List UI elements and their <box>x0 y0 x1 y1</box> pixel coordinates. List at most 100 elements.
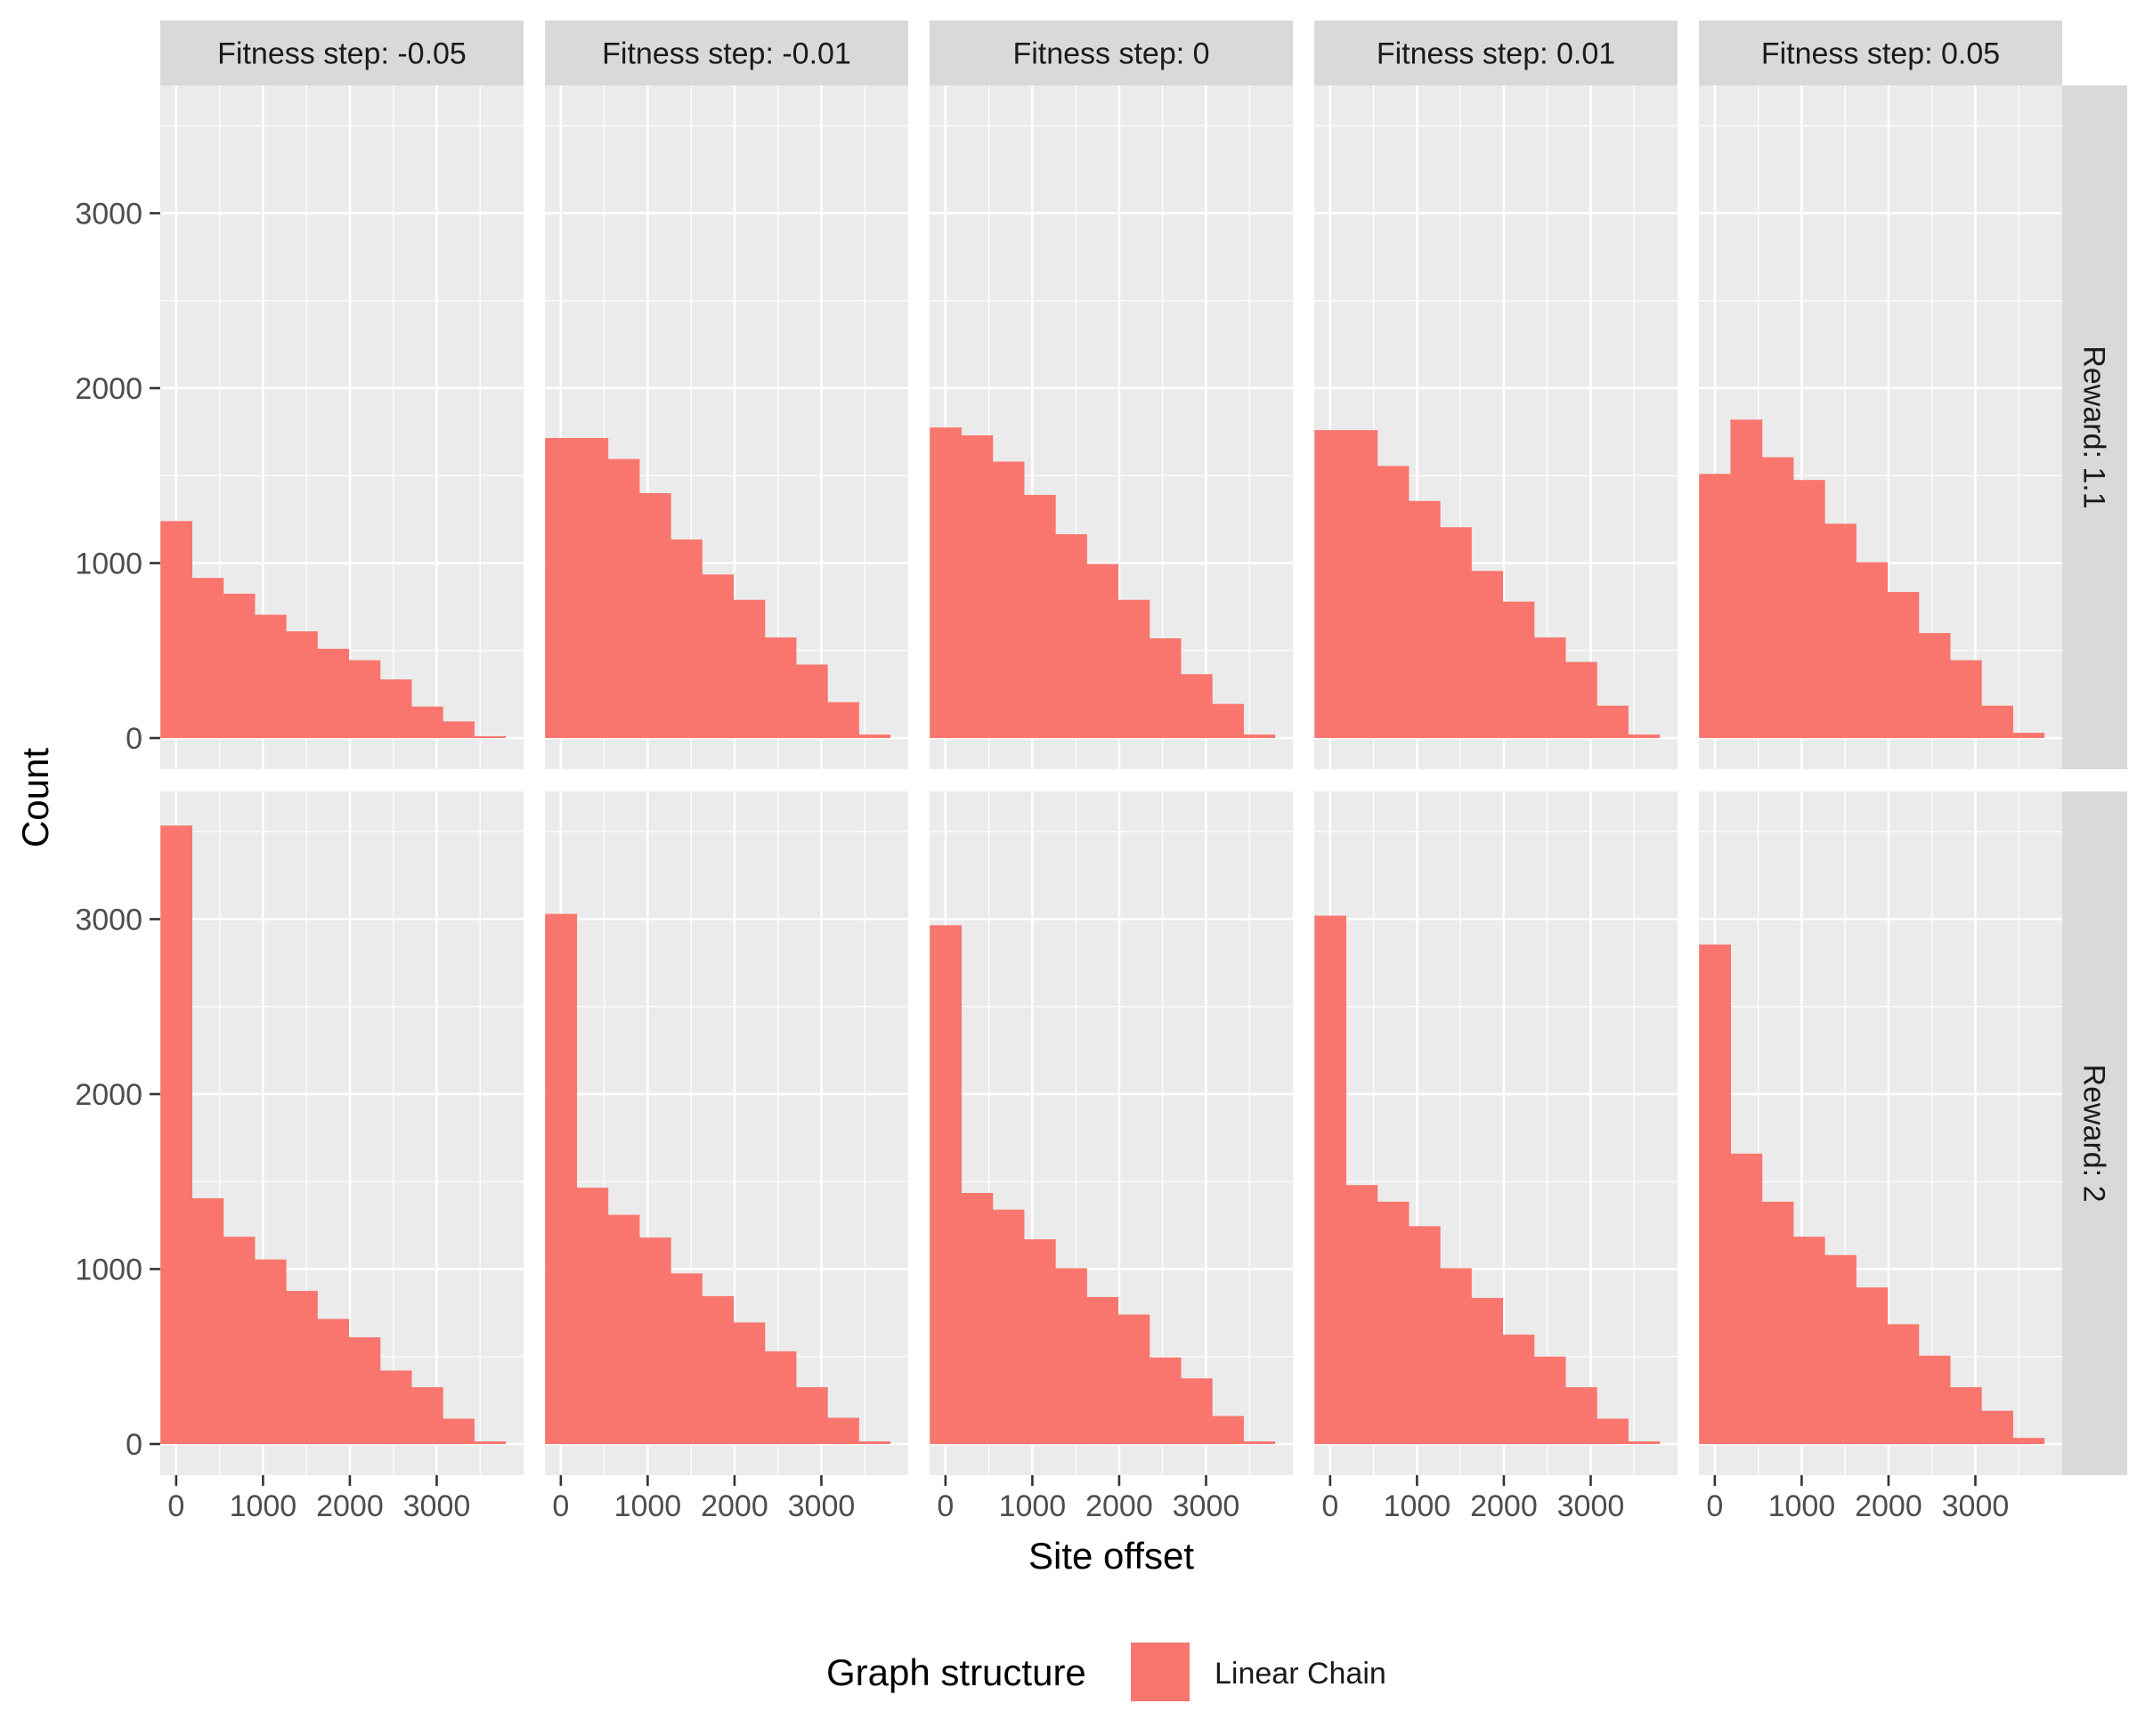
x-tick-label: 3000 <box>1942 1489 2010 1523</box>
histogram-bar <box>702 574 735 739</box>
x-tick-label: 0 <box>937 1489 954 1523</box>
histogram-bars <box>545 437 891 739</box>
x-axis-col-3: 0 1000 2000 3000 <box>937 1475 1239 1523</box>
histogram-bar <box>1533 1356 1566 1445</box>
x-tick-label: 3000 <box>788 1489 856 1523</box>
panel-2-4 <box>1314 791 1678 1475</box>
histogram-bar <box>474 1441 507 1445</box>
y-tick-label: 1000 <box>75 547 142 580</box>
x-axis-col-1: 0 1000 2000 3000 <box>167 1475 470 1523</box>
histogram-bar <box>410 706 443 739</box>
histogram-bar <box>1918 633 1951 739</box>
x-axis-col-4: 0 1000 2000 3000 <box>1321 1475 1624 1523</box>
histogram-bar <box>1055 534 1087 739</box>
histogram-bar <box>1023 1239 1056 1445</box>
histogram-bar <box>1117 1314 1150 1445</box>
histogram-bar <box>1730 1153 1763 1445</box>
histogram-bar <box>1243 1441 1276 1445</box>
histogram-bar <box>1981 705 2013 739</box>
histogram-bar <box>858 1441 891 1445</box>
histogram-bar <box>1628 734 1661 739</box>
histogram-bar <box>1856 1287 1889 1445</box>
histogram-bar <box>992 1209 1025 1445</box>
histogram-bar <box>1564 661 1597 739</box>
histogram-bar <box>1792 480 1825 739</box>
histogram-bar <box>191 1197 224 1445</box>
histogram-bar <box>930 427 963 739</box>
column-strip-4: Fitness step: 0.01 <box>1314 20 1678 85</box>
histogram-bar <box>576 1188 609 1445</box>
histogram-bar <box>1792 1237 1825 1445</box>
x-axis-title: Site offset <box>1028 1535 1194 1577</box>
histogram-bar <box>1086 1296 1119 1445</box>
histogram-bars <box>930 925 1276 1445</box>
strips-layer: Fitness step: -0.05 Fitness step: -0.01 Fi… <box>160 20 2127 1475</box>
column-strip-label: Fitness step: -0.05 <box>217 37 467 71</box>
histogram-bar <box>1212 1416 1244 1445</box>
histogram-bar <box>1761 1201 1794 1445</box>
histogram-bar <box>1149 1357 1182 1445</box>
x-tick-label: 2000 <box>1470 1489 1538 1523</box>
x-tick-label: 3000 <box>1173 1489 1240 1523</box>
histogram-bar <box>1314 915 1347 1445</box>
column-strip-background <box>1699 20 2062 85</box>
panel-1-4 <box>1314 85 1678 769</box>
histogram-bar <box>348 1337 381 1445</box>
histogram-bar <box>1887 591 1920 739</box>
panel-2-3 <box>930 791 1293 1475</box>
histogram-bar <box>992 461 1025 739</box>
x-tick-label: 0 <box>167 1489 184 1523</box>
histogram-bars <box>545 913 891 1445</box>
histogram-bar <box>1502 1334 1535 1445</box>
histogram-bar <box>1730 419 1763 739</box>
x-tick-label: 1000 <box>230 1489 297 1523</box>
histogram-bar <box>1471 571 1504 739</box>
y-tick-label: 2000 <box>75 1078 142 1112</box>
x-axis-col-2: 0 1000 2000 3000 <box>552 1475 855 1523</box>
histogram-bar <box>254 614 287 739</box>
histogram-bar <box>317 1318 350 1445</box>
histogram-bar <box>443 721 475 739</box>
histogram-bar <box>1440 1268 1472 1445</box>
panel-2-5 <box>1699 791 2062 1475</box>
histogram-bar <box>1918 1355 1951 1445</box>
column-strip-3: Fitness step: 0 <box>930 20 1293 85</box>
histogram-bar <box>410 1387 443 1445</box>
row-strip-background <box>2062 791 2127 1475</box>
column-strip-2: Fitness step: -0.01 <box>545 20 908 85</box>
histogram-bar <box>1564 1387 1597 1445</box>
histogram-bar <box>1086 564 1119 739</box>
histogram-bar <box>545 913 578 1445</box>
histogram-bar <box>1023 494 1056 739</box>
histogram-bar <box>702 1295 735 1445</box>
histogram-bar <box>1981 1410 2013 1445</box>
histogram-bar <box>191 578 224 739</box>
histogram-bar <box>1949 660 1982 739</box>
histogram-bar <box>1212 703 1244 739</box>
histogram-bar <box>930 925 963 1445</box>
histogram-bar <box>223 1237 256 1445</box>
histogram-bar <box>1597 1418 1629 1445</box>
histogram-bars <box>160 521 507 739</box>
y-tick-label: 0 <box>126 1428 142 1462</box>
histogram-bar <box>827 702 859 739</box>
column-strip-label: Fitness step: -0.01 <box>602 37 851 71</box>
histogram-bar <box>1761 457 1794 739</box>
histogram-bar <box>160 521 193 739</box>
histogram-bars <box>160 825 507 1445</box>
x-tick-label: 0 <box>1321 1489 1338 1523</box>
histogram-bar <box>348 660 381 739</box>
x-tick-label: 0 <box>1706 1489 1723 1523</box>
column-strip-5: Fitness step: 0.05 <box>1699 20 2062 85</box>
histogram-bar <box>1314 430 1347 739</box>
histogram-bar <box>545 437 578 739</box>
histogram-bar <box>1949 1387 1982 1445</box>
x-tick-label: 3000 <box>403 1489 471 1523</box>
histogram-bar <box>1180 674 1213 739</box>
histogram-bar <box>1377 1201 1410 1445</box>
histogram-bar <box>961 1193 994 1445</box>
row-strip-label: Reward: 2 <box>2077 1065 2111 1203</box>
histogram-bar <box>1408 1226 1441 1445</box>
